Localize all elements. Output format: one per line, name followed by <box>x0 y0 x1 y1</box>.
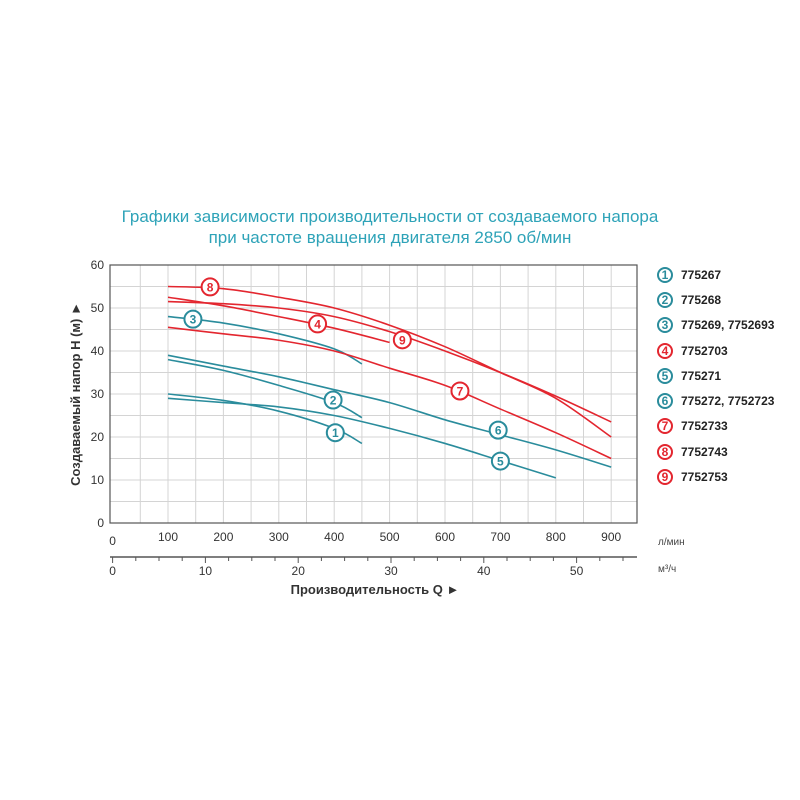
x-tick-label: 800 <box>546 530 566 544</box>
legend: 1 775267 2 775268 3 775269, 7752693 4 7752703 5 7… <box>657 262 774 490</box>
legend-item: 4 7752703 <box>657 338 774 363</box>
curve-marker-label: 9 <box>399 333 406 347</box>
curve-marker-6 <box>488 420 508 440</box>
x-unit-label: л/мин <box>658 537 685 548</box>
curve-marker-2 <box>323 390 343 410</box>
legend-marker: 9 <box>657 469 673 486</box>
x-tick-label: 300 <box>269 530 289 544</box>
legend-label: 7752703 <box>681 343 728 358</box>
curve-marker-label: 2 <box>330 394 337 408</box>
x2-tick-label: 50 <box>570 564 584 578</box>
legend-label: 7752753 <box>681 470 728 485</box>
x2-tick-label: 30 <box>384 564 398 578</box>
y-axis-title: Создаваемый напор H (м) ► <box>68 302 83 486</box>
legend-item: 1 775267 <box>657 262 774 287</box>
curve-1 <box>167 393 363 445</box>
legend-marker: 7 <box>657 418 673 435</box>
legend-label: 775268 <box>681 292 722 307</box>
x-tick-label: 900 <box>601 530 621 544</box>
legend-marker: 8 <box>657 443 673 460</box>
curve-marker-7 <box>450 381 470 401</box>
x-tick-label: 700 <box>490 530 510 544</box>
y-tick-label: 60 <box>91 258 105 272</box>
curve-marker-label: 1 <box>332 426 339 440</box>
curve-marker-label: 4 <box>314 317 321 331</box>
x2-tick-label: 40 <box>477 564 491 578</box>
x-tick-label: 400 <box>324 530 344 544</box>
legend-label: 775271 <box>681 368 722 383</box>
curve-marker-4 <box>308 314 328 334</box>
y-tick-label: 20 <box>91 430 105 444</box>
curve-marker-5 <box>490 451 510 471</box>
x-axis-title: Производительность Q ► <box>291 582 460 597</box>
legend-item: 2 775268 <box>657 287 774 312</box>
legend-marker: 1 <box>657 266 673 283</box>
curve-marker-9 <box>392 330 412 350</box>
legend-label: 7752743 <box>681 444 728 459</box>
legend-item: 7 7752733 <box>657 414 774 439</box>
x-tick-label: 500 <box>380 530 400 544</box>
legend-marker: 3 <box>657 317 673 334</box>
curve-marker-label: 3 <box>190 313 197 327</box>
legend-label: 775267 <box>681 267 722 282</box>
x2-tick-label: 0 <box>109 564 116 578</box>
curve-6 <box>167 354 612 468</box>
chart-subtitle: при частоте вращения двигателя 2850 об/м… <box>208 228 572 247</box>
y-tick-label: 40 <box>91 344 105 358</box>
legend-marker: 4 <box>657 342 673 359</box>
curve-marker-3 <box>183 309 203 329</box>
x-tick-label: 200 <box>213 530 233 544</box>
legend-label: 775269, 7752693 <box>681 318 775 333</box>
legend-label: 775272, 7752723 <box>681 394 775 409</box>
legend-item: 6 775272, 7752723 <box>657 388 774 413</box>
legend-item: 9 7752753 <box>657 464 774 489</box>
legend-item: 8 7752743 <box>657 439 774 464</box>
chart-title: Графики зависимости производительности о… <box>121 207 659 226</box>
curve-9 <box>167 300 612 423</box>
legend-item: 3 775269, 7752693 <box>657 313 774 338</box>
curve-8 <box>167 285 612 438</box>
legend-label: 7752733 <box>681 419 728 434</box>
curve-2 <box>167 358 363 419</box>
legend-item: 5 775271 <box>657 363 774 388</box>
x-tick-label: 600 <box>435 530 455 544</box>
y-tick-label: 0 <box>97 516 104 530</box>
legend-marker: 5 <box>657 367 673 384</box>
x2-tick-label: 10 <box>199 564 213 578</box>
curve-marker-label: 6 <box>495 424 502 438</box>
curve-marker-label: 7 <box>457 384 464 398</box>
curve-marker-1 <box>325 423 345 443</box>
legend-marker: 6 <box>657 393 673 410</box>
x2-tick-label: 20 <box>292 564 306 578</box>
curve-marker-8 <box>200 277 220 297</box>
curve-marker-label: 8 <box>207 280 214 294</box>
curve-7 <box>167 326 612 460</box>
legend-marker: 2 <box>657 291 673 308</box>
y-tick-label: 30 <box>91 387 105 401</box>
curve-marker-label: 5 <box>497 455 504 469</box>
y-tick-label: 50 <box>91 301 105 315</box>
x-tick-label: 0 <box>109 534 116 548</box>
x2-unit-label: м³/ч <box>658 564 676 575</box>
x-tick-label: 100 <box>158 530 178 544</box>
y-tick-label: 10 <box>91 473 105 487</box>
